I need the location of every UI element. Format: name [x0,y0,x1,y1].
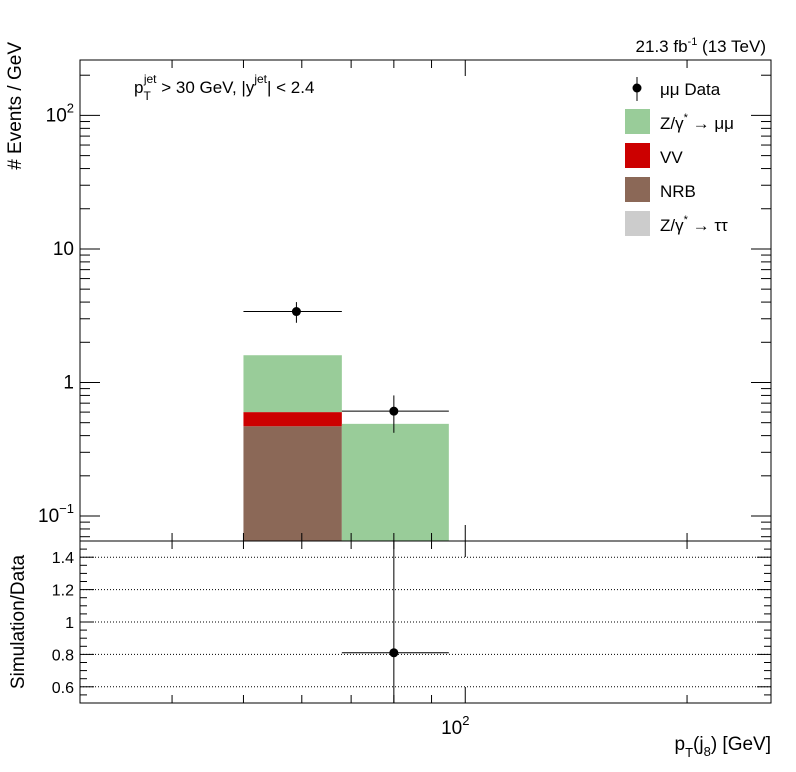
upper-data-points-layer [243,302,449,433]
selection-cuts-label: pTjet > 30 GeV, |yjet| < 2.4 [134,72,314,103]
hist-bar-nrb-bin-0 [243,426,342,541]
upper-ytick-label-0: 102 [46,100,74,126]
hist-bar-vv-bin-0 [243,412,342,427]
hist-bar-zmumu-bin-1 [341,423,449,541]
legend-label-zmumu: Z/γ* → μμ [660,112,734,133]
legend-marker-data [632,83,642,93]
legend-swatch-vv [625,143,650,168]
lower-grid-layer [80,556,771,688]
legend: μμ Data Z/γ* → μμ VV NRB Z/γ* → ττ [625,77,734,236]
x-axis-title: pT(j8) [GeV] [674,734,771,760]
legend-label-nrb: NRB [660,182,696,201]
upper-y-axis-title: # Events / GeV [5,42,26,170]
legend-label-ztautau: Z/γ* → ττ [660,214,728,235]
lower-ytick-label-0: 0.6 [52,680,74,697]
ratio-point-0 [389,648,399,658]
upper-histogram-layer [243,355,449,541]
legend-swatch-ztautau [625,211,650,236]
legend-swatch-nrb [625,177,650,202]
legend-swatch-zmumu [625,109,650,134]
lower-ratio-points-layer [341,541,449,703]
hist-bar-zmumu-bin-0 [243,355,342,413]
lower-y-axis-title: Simulation/Data [8,555,29,690]
lower-ytick-label-3: 1.2 [52,583,74,600]
lower-ytick-label-2: 1 [65,615,74,632]
lower-ytick-label-1: 0.8 [52,647,74,664]
upper-ytick-label-2: 1 [63,372,74,393]
upper-ytick-label-3: 10−1 [38,501,74,527]
data-point-1 [389,406,399,416]
legend-label-data: μμ Data [660,80,721,99]
lower-axes-layer: 0.6 0.8 1 1.2 1.4 102 [52,540,772,739]
upper-ytick-label-1: 10 [53,239,74,260]
legend-label-vv: VV [660,148,683,167]
xtick-label-0: 102 [441,713,469,739]
lower-ytick-label-4: 1.4 [52,550,74,567]
luminosity-label: 21.3 fb-1 (13 TeV) [636,36,766,56]
data-point-0 [291,307,301,317]
